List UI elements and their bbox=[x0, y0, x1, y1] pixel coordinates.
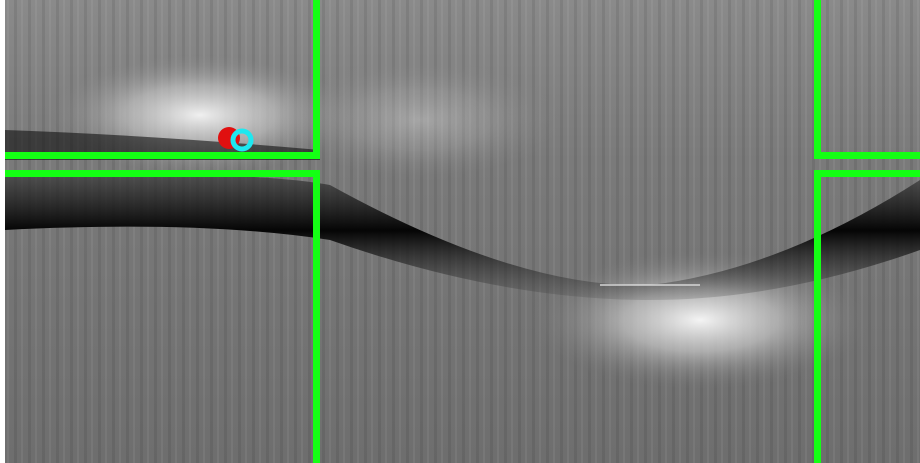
game-view bbox=[0, 0, 920, 463]
page: {} bbox=[0, 0, 920, 463]
light-glow bbox=[280, 60, 560, 180]
